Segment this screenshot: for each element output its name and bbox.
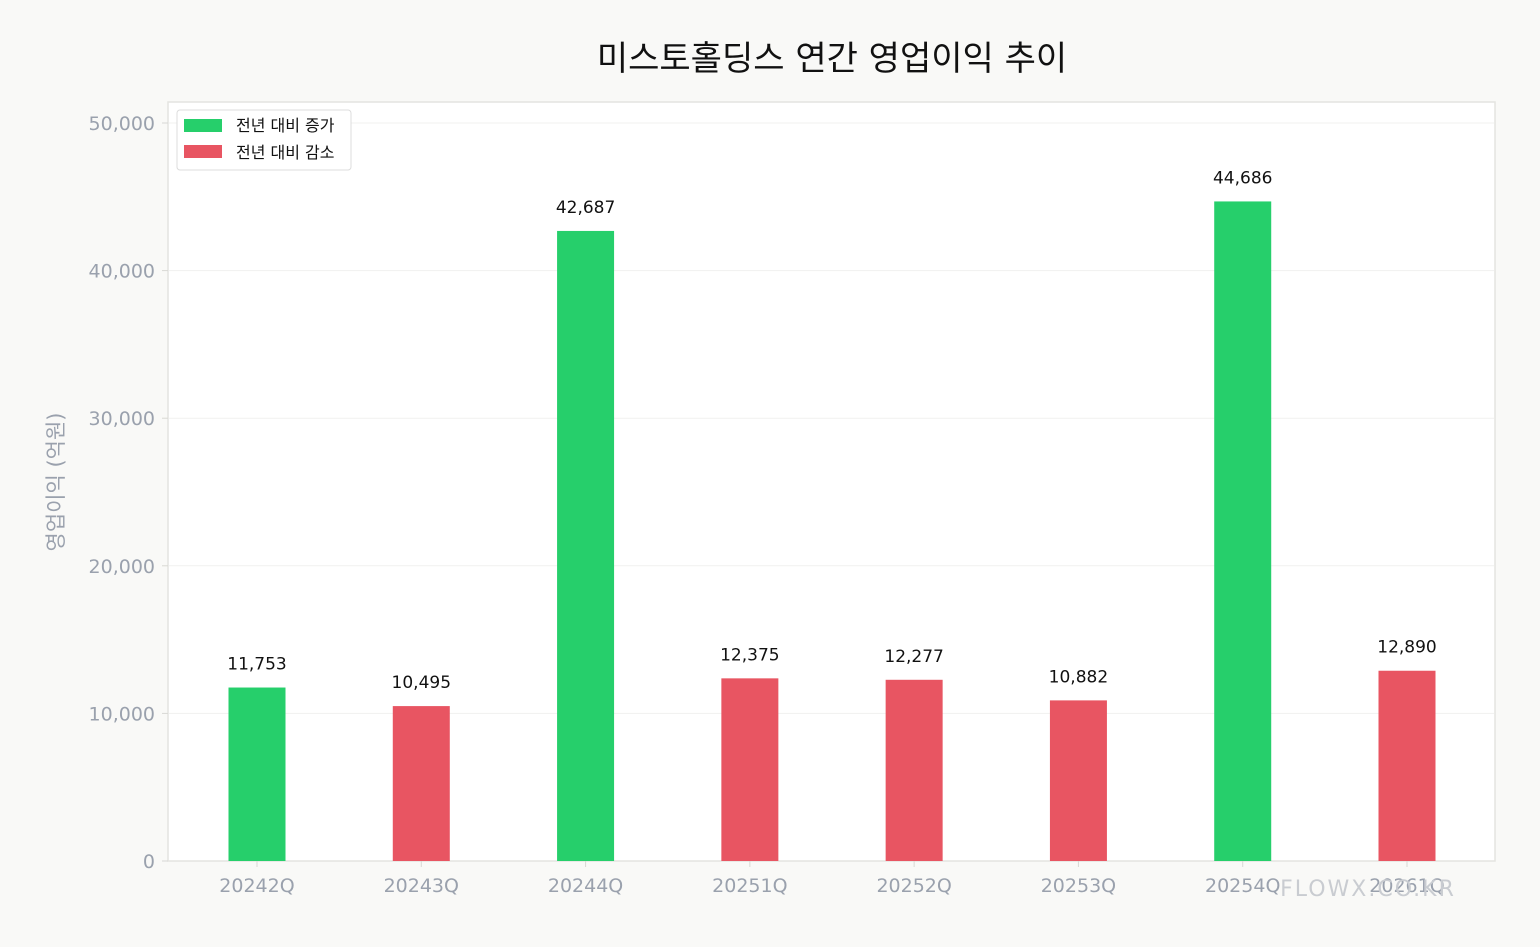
x-tick-label: 20252Q: [876, 875, 951, 897]
y-tick-label: 10,000: [89, 703, 155, 725]
data-label-20261Q: 12,890: [1377, 638, 1436, 658]
y-axis-ticks: 0 10,000 20,000 30,000 40,000 50,000: [89, 113, 168, 873]
data-label-20254Q: 44,686: [1213, 168, 1272, 188]
y-tick-label: 30,000: [89, 408, 155, 430]
data-label-20252Q: 12,277: [884, 647, 943, 667]
data-label-20243Q: 10,495: [392, 673, 451, 693]
bar-20243Q: [392, 706, 450, 861]
data-label-20244Q: 42,687: [556, 198, 615, 218]
x-tick-label: 20244Q: [548, 875, 623, 897]
y-tick-label: 20,000: [89, 556, 155, 578]
bar-20253Q: [1049, 700, 1107, 861]
x-tick-label: 20243Q: [384, 875, 459, 897]
plot-area: [167, 101, 1496, 862]
y-tick-label: 40,000: [89, 261, 155, 283]
x-axis-ticks: 20242Q 20243Q 20244Q 20251Q 20252Q 20253Q 2025…: [219, 861, 1445, 897]
bar-20261Q: [1378, 670, 1436, 861]
chart-title: 미스토홀딩스 연간 영업이익 추이: [597, 39, 1067, 79]
legend-label-increase: 전년 대비 증가: [236, 116, 335, 135]
legend-swatch-decrease: [184, 145, 222, 158]
data-label-20251Q: 12,375: [720, 645, 779, 665]
legend-swatch-increase: [184, 119, 222, 132]
bar-20242Q: [228, 687, 286, 861]
x-tick-label: 20242Q: [219, 875, 294, 897]
x-tick-label: 20254Q: [1205, 875, 1280, 897]
bar-20251Q: [721, 678, 779, 861]
y-axis-label: 영업이익 (억원): [44, 413, 68, 552]
legend-label-decrease: 전년 대비 감소: [236, 143, 335, 162]
x-tick-label: 20253Q: [1041, 875, 1116, 897]
x-tick-label: 20251Q: [712, 875, 787, 897]
watermark: FLOWX.CO.KR: [1280, 877, 1456, 902]
y-tick-label: 50,000: [89, 113, 155, 135]
bar-20254Q: [1214, 201, 1272, 862]
y-tick-label: 0: [143, 851, 155, 873]
bar-20252Q: [885, 679, 943, 861]
data-labels: 11,753 10,495 42,687 12,375 12,277 10,882 44,6…: [227, 168, 1436, 693]
data-label-20242Q: 11,753: [227, 655, 286, 675]
bars: [228, 201, 1436, 862]
gridlines: [169, 122, 1494, 714]
legend: 전년 대비 증가 전년 대비 감소: [176, 109, 352, 171]
bar-20244Q: [557, 230, 615, 861]
x-tick-label: 20261Q: [1369, 875, 1444, 897]
data-label-20253Q: 10,882: [1049, 667, 1108, 687]
